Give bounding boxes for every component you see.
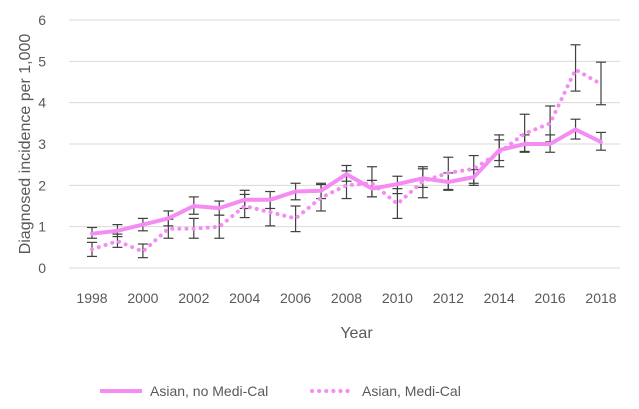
error-bar: [596, 61, 606, 106]
y-tick-label: 0: [38, 260, 46, 276]
x-tick-label: 2006: [280, 290, 311, 306]
error-bar: [570, 44, 581, 92]
error-bar: [290, 205, 301, 233]
x-axis-title: Year: [340, 325, 373, 342]
x-tick-label: 2012: [433, 290, 464, 306]
legend-item: Asian, Medi-Cal: [310, 383, 461, 399]
error-bar: [214, 214, 225, 239]
x-tick-label: 2000: [127, 290, 158, 306]
x-tick-label: 2018: [585, 290, 616, 306]
series-lines: [90, 67, 603, 254]
y-tick-label: 5: [38, 53, 46, 69]
y-tick-label: 3: [38, 136, 46, 152]
series-line-asian-no-medi-cal: [90, 127, 603, 236]
series-line-asian-medi-cal: [90, 67, 603, 254]
legend-label: Asian, no Medi-Cal: [150, 383, 268, 399]
x-tick-label: 2010: [382, 290, 413, 306]
x-tick-label: 2008: [331, 290, 362, 306]
error-bar: [137, 243, 148, 259]
y-axis-title: Diagnosed incidence per 1,000: [17, 34, 34, 255]
x-axis-ticks: 1998 2000 2002 2004 2006 2008 2010 2012 2014 2016…: [76, 290, 616, 306]
y-tick-label: 6: [38, 12, 46, 28]
legend-label: Asian, Medi-Cal: [362, 383, 461, 399]
y-tick-label: 2: [38, 177, 46, 193]
x-tick-label: 2014: [484, 290, 515, 306]
legend: Asian, no Medi-Cal Asian, Medi-Cal: [100, 383, 461, 399]
error-bar: [392, 188, 403, 219]
x-tick-label: 2016: [535, 290, 566, 306]
x-tick-label: 1998: [76, 290, 107, 306]
x-tick-label: 2004: [229, 290, 260, 306]
y-tick-label: 1: [38, 219, 46, 235]
error-bars: [87, 44, 606, 259]
y-tick-label: 4: [38, 95, 46, 111]
gridlines: [69, 19, 620, 228]
y-axis-ticks: 0 1 2 3 4 5 6: [38, 12, 46, 276]
error-bar: [366, 166, 377, 198]
legend-item: Asian, no Medi-Cal: [100, 383, 268, 399]
x-tick-label: 2002: [178, 290, 209, 306]
